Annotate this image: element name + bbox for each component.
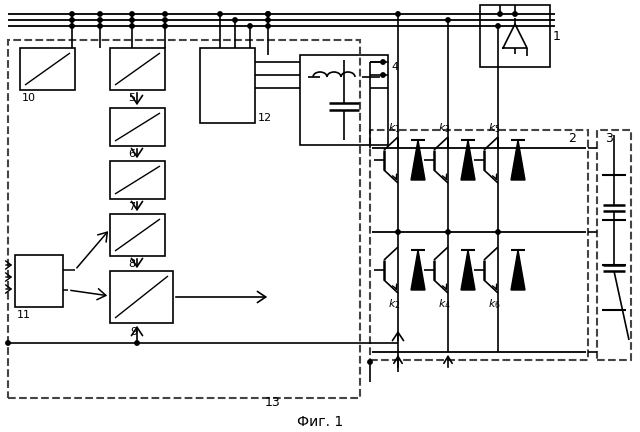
Circle shape — [130, 18, 134, 22]
Circle shape — [98, 12, 102, 16]
Bar — [20, 48, 75, 90]
Text: 6: 6 — [128, 149, 135, 159]
Bar — [370, 130, 588, 360]
Text: 12: 12 — [258, 113, 272, 123]
Text: 10: 10 — [22, 93, 36, 103]
Bar — [110, 108, 165, 146]
Circle shape — [6, 341, 10, 345]
Circle shape — [446, 230, 450, 234]
Text: Фиг. 1: Фиг. 1 — [297, 415, 343, 429]
Text: $k_3$: $k_3$ — [438, 121, 451, 135]
Polygon shape — [511, 250, 525, 290]
Text: 11: 11 — [17, 310, 31, 320]
Polygon shape — [411, 140, 425, 180]
Text: $k_5$: $k_5$ — [488, 121, 500, 135]
Circle shape — [70, 12, 74, 16]
Circle shape — [266, 12, 270, 16]
Circle shape — [233, 18, 237, 22]
Circle shape — [70, 18, 74, 22]
Text: 2: 2 — [568, 131, 576, 144]
Circle shape — [70, 24, 74, 28]
Circle shape — [446, 18, 450, 22]
Text: 3: 3 — [605, 131, 613, 144]
Circle shape — [266, 12, 270, 16]
Bar — [300, 55, 388, 145]
Circle shape — [396, 12, 400, 16]
Bar — [8, 40, 360, 398]
Circle shape — [513, 12, 517, 16]
Circle shape — [248, 24, 252, 28]
Circle shape — [266, 24, 270, 28]
Circle shape — [496, 230, 500, 234]
Polygon shape — [411, 250, 425, 290]
Circle shape — [98, 18, 102, 22]
Bar — [110, 214, 165, 256]
Text: 5: 5 — [128, 93, 135, 103]
Bar — [110, 48, 165, 90]
Bar — [110, 271, 173, 323]
Circle shape — [396, 230, 400, 234]
Polygon shape — [461, 250, 475, 290]
Circle shape — [130, 12, 134, 16]
Text: 8: 8 — [128, 259, 135, 269]
Polygon shape — [511, 140, 525, 180]
Circle shape — [163, 24, 167, 28]
Circle shape — [130, 24, 134, 28]
Text: $k_2$: $k_2$ — [388, 297, 401, 311]
Bar — [15, 255, 63, 307]
Circle shape — [498, 12, 502, 16]
Bar — [110, 161, 165, 199]
Text: $k_4$: $k_4$ — [438, 297, 451, 311]
Circle shape — [135, 341, 140, 345]
Bar — [597, 130, 631, 360]
Circle shape — [381, 60, 385, 64]
Circle shape — [163, 12, 167, 16]
Bar — [200, 48, 255, 123]
Circle shape — [98, 24, 102, 28]
Text: 13: 13 — [265, 397, 281, 410]
Circle shape — [218, 12, 222, 16]
Text: 7: 7 — [128, 202, 135, 212]
Polygon shape — [461, 140, 475, 180]
Circle shape — [381, 73, 385, 77]
Text: 1: 1 — [553, 29, 561, 42]
Circle shape — [368, 360, 372, 364]
Text: 4: 4 — [391, 62, 398, 72]
Text: $k_1$: $k_1$ — [388, 121, 401, 135]
Bar — [480, 5, 550, 67]
Text: $k_6$: $k_6$ — [488, 297, 501, 311]
Text: 9: 9 — [130, 327, 137, 337]
Circle shape — [266, 18, 270, 22]
Circle shape — [496, 24, 500, 28]
Circle shape — [163, 18, 167, 22]
